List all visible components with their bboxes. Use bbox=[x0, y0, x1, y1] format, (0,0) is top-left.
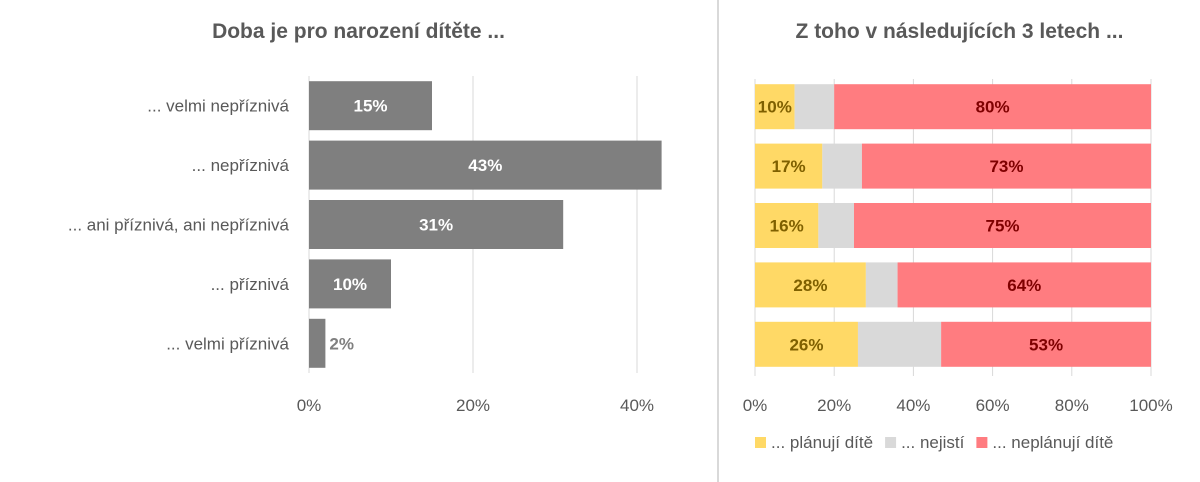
stacked-bar-segment bbox=[755, 84, 795, 130]
x-tick-label: 40% bbox=[896, 396, 930, 415]
x-tick-label: 0% bbox=[297, 396, 322, 415]
bar bbox=[309, 318, 326, 368]
data-label: 43% bbox=[468, 156, 502, 175]
data-label: 10% bbox=[333, 275, 367, 294]
bar bbox=[309, 81, 432, 131]
stacked-bar-segment bbox=[755, 262, 866, 308]
legend-swatch bbox=[885, 437, 897, 448]
right-chart-svg: 0% 20% 40% 60% 80% 100% 10% 80% 17% 73% 16% 75% 28% 6… bbox=[743, 79, 1173, 452]
bar bbox=[309, 259, 391, 309]
stacked-bar-segment bbox=[865, 262, 898, 308]
legend-swatch bbox=[755, 437, 766, 448]
legend-label: ... neplánují dítě bbox=[992, 433, 1113, 452]
left-chart-title: Doba je pro narození dítěte ... bbox=[212, 20, 505, 43]
data-label: 10% bbox=[758, 98, 792, 117]
category-label: ... ani příznivá, ani nepříznivá bbox=[68, 216, 290, 235]
data-label: 73% bbox=[989, 157, 1023, 176]
data-label: 26% bbox=[789, 335, 823, 354]
x-tick-label: 60% bbox=[976, 396, 1010, 415]
data-label: 17% bbox=[772, 157, 806, 176]
category-label: ... velmi příznivá bbox=[166, 334, 289, 353]
stacked-bar-segment bbox=[897, 262, 1151, 308]
stacked-bar-segment bbox=[834, 84, 1151, 130]
stacked-bar-segment bbox=[854, 203, 1151, 248]
x-tick-label: 40% bbox=[620, 396, 654, 415]
x-tick-label: 0% bbox=[743, 396, 768, 415]
stacked-bar-segment bbox=[755, 321, 858, 367]
panel-divider bbox=[717, 0, 719, 482]
data-label: 15% bbox=[353, 97, 387, 116]
right-chart-panel: Z toho v následujících 3 letech ... 0% 20… bbox=[719, 0, 1200, 482]
data-label: 2% bbox=[329, 334, 354, 353]
stacked-bar-segment bbox=[794, 84, 835, 130]
data-label: 16% bbox=[770, 217, 804, 236]
stacked-bar-segment bbox=[941, 321, 1151, 367]
stacked-bar-segment bbox=[861, 143, 1151, 189]
stacked-bar-segment bbox=[755, 143, 823, 189]
category-label: ... nepříznivá bbox=[192, 156, 290, 175]
category-label: ... velmi nepříznivá bbox=[147, 97, 289, 116]
left-chart-panel: Doba je pro narození dítěte ... 0% 20% 40%… bbox=[68, 20, 662, 415]
stacked-bar-segment bbox=[857, 321, 942, 367]
bar bbox=[309, 200, 564, 249]
data-label: 53% bbox=[1029, 335, 1063, 354]
legend-label: ... nejistí bbox=[901, 433, 965, 452]
left-chart-svg: 0% 20% 40% ... velmi nepříznivá 15% ... nepří… bbox=[68, 76, 662, 415]
x-tick-label: 100% bbox=[1129, 396, 1172, 415]
data-label: 31% bbox=[419, 216, 453, 235]
category-label: ... příznivá bbox=[211, 275, 290, 294]
x-tick-label: 80% bbox=[1055, 396, 1089, 415]
data-label: 64% bbox=[1007, 276, 1041, 295]
x-tick-label: 20% bbox=[456, 396, 490, 415]
bar bbox=[309, 140, 662, 190]
x-tick-label: 20% bbox=[817, 396, 851, 415]
legend-label: ... plánují dítě bbox=[771, 433, 873, 452]
stacked-bar-segment bbox=[822, 143, 862, 189]
data-label: 80% bbox=[976, 98, 1010, 117]
data-label: 75% bbox=[985, 217, 1019, 236]
right-chart-title: Z toho v následujících 3 letech ... bbox=[795, 20, 1124, 43]
data-label: 28% bbox=[793, 276, 827, 295]
stacked-bar-segment bbox=[818, 203, 854, 248]
stacked-bar-segment bbox=[755, 203, 819, 248]
legend-swatch bbox=[976, 437, 988, 448]
